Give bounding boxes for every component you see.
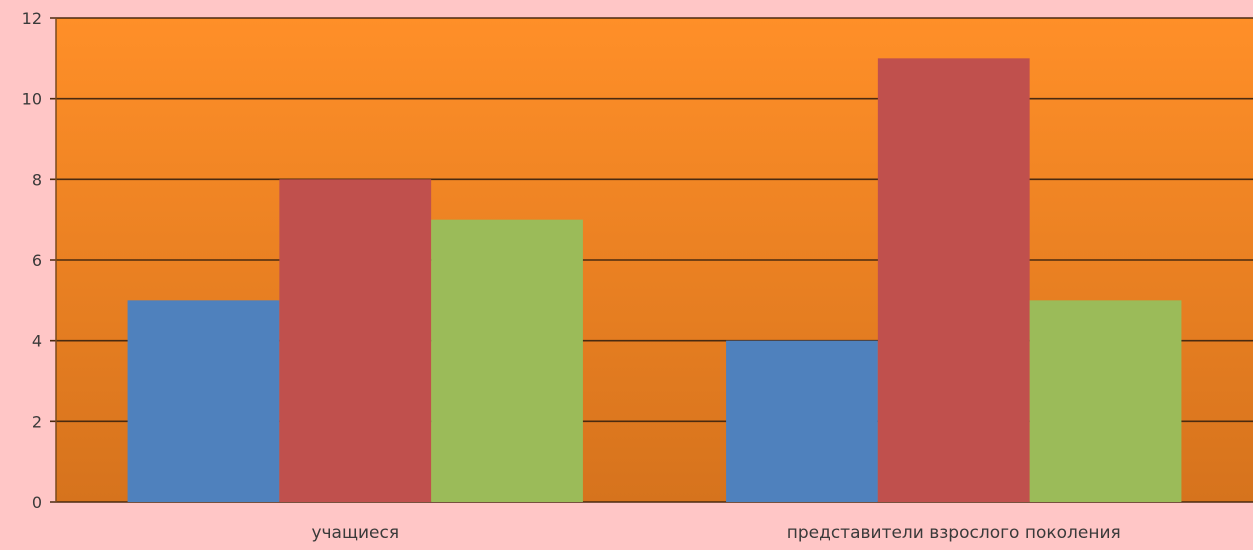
y-tick-label: 10 [22,90,42,109]
y-tick-label: 12 [22,9,42,28]
y-tick-label: 2 [32,412,42,431]
bar [127,300,280,502]
x-tick-labels: учащиеся представители взрослого поколени… [311,523,1120,543]
bar [279,179,432,503]
y-tick-label: 8 [32,170,42,189]
y-tick-label: 0 [32,493,42,512]
bar [431,219,583,502]
bars [127,58,1182,503]
x-tick-label: представители взрослого поколения [787,523,1121,543]
y-tick-labels: 0 2 4 6 8 10 12 [22,9,42,512]
bar [1029,300,1182,502]
y-tick-label: 6 [32,251,42,270]
bar [726,340,878,502]
bar [877,58,1030,502]
y-tick-label: 4 [32,332,42,351]
x-tick-label: учащиеся [311,523,399,543]
